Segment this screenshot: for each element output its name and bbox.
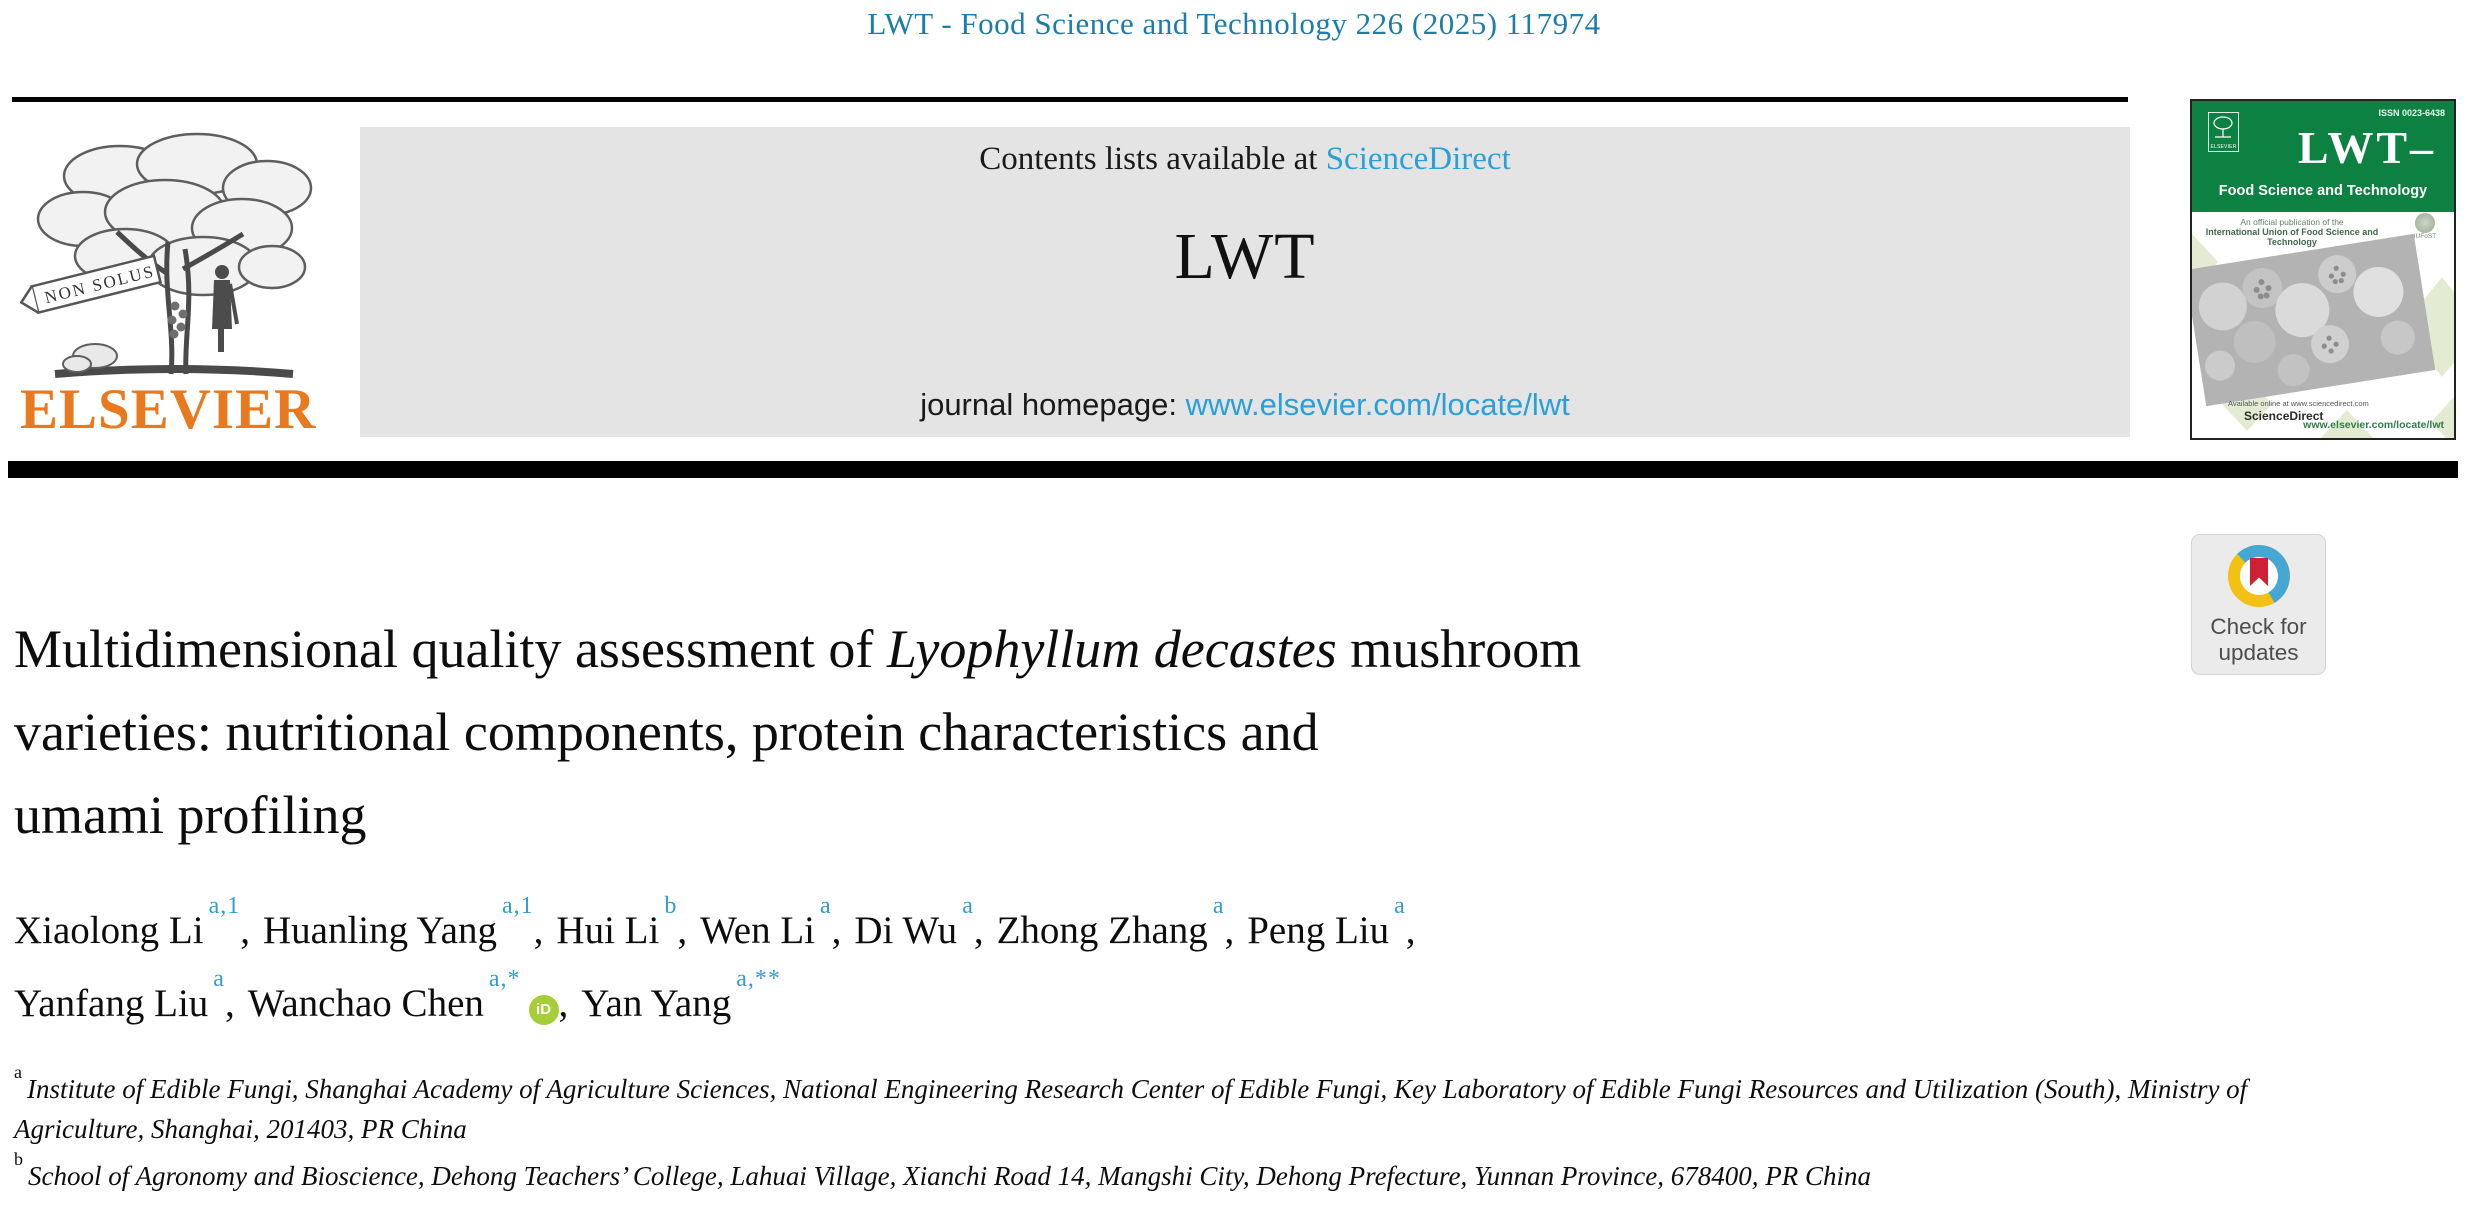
author-name: Xiaolong Li [14,909,204,952]
author-lines: Xiaolong Lia,1, Huanling Yanga,1, Hui Lib,… [14,890,2154,1036]
author-separator: , [831,909,842,952]
iufost-logo: IUFoST [2408,213,2442,240]
author-affiliation-superscript: a,1 [208,893,241,919]
elsevier-wordmark: ELSEVIER [20,378,317,441]
author-affiliation-superscript: b [664,893,678,919]
homepage-line: journal homepage: www.elsevier.com/locat… [360,387,2130,423]
title-line: varieties: nutritional components, prote… [14,702,1319,762]
badge-label: Check for updates [2210,614,2307,665]
cover-sciencedirect-label: ScienceDirect [2244,409,2324,423]
author-name: Peng Liu [1247,909,1390,952]
author-name: Yan Yang [581,982,732,1025]
affiliation-superscript: a [14,1062,22,1082]
author-separator: , [240,909,250,952]
iufost-icon [2415,213,2435,233]
author-name: Wanchao Chen [247,982,484,1025]
author-affiliation-superscript: a [213,966,225,992]
elsevier-logo: NON SOLUS ELSEVIER [19,124,355,442]
author-separator: , [677,909,688,952]
cover-subtitle: Food Science and Technology [2218,183,2428,199]
cover-site-url: www.elsevier.com/locate/lwt [2303,419,2444,431]
author-separator: , [973,909,984,952]
journal-title: LWT [1174,220,1316,293]
crossmark-icon [2227,545,2290,607]
author-name: Yanfang Liu [14,982,209,1025]
cover-issn: ISSN 0023-6438 [2378,108,2445,118]
author-affiliation-superscript: a,* [488,966,521,992]
author-separator: , [224,982,235,1025]
affiliation-text: School of Agronomy and Bioscience, Dehon… [28,1161,1872,1191]
affiliation-text: Institute of Edible Fungi, Shanghai Acad… [14,1074,2248,1144]
author-name: Hui Li [556,909,660,952]
elsevier-tree-icon: NON SOLUS [19,132,313,378]
author-name: Wen Li [700,909,815,952]
species-name: Lyophyllum decastes [886,619,1337,679]
affiliation-item: aInstitute of Edible Fungi, Shanghai Aca… [14,1062,2374,1149]
author-affiliation-superscript: a [962,893,974,919]
orcid-icon[interactable]: iD [528,995,559,1025]
title-line: umami profiling [14,785,367,845]
author-name: Huanling Yang [262,909,497,952]
header-rule [12,97,2128,102]
author-separator: , [558,982,569,1025]
contents-prefix: Contents lists available at [979,141,1326,177]
author-affiliation-superscript: a [819,893,832,919]
article-title: Multidimensional quality assessment of L… [14,608,2154,857]
cover-masthead: ELSEVIER ISSN 0023-6438 LWT– Food Scienc… [2192,101,2454,212]
cover-title: LWT– [2297,122,2436,173]
affiliation-item: bSchool of Agronomy and Bioscience, Deho… [14,1149,2374,1196]
journal-banner: Contents lists available at ScienceDirec… [360,127,2130,437]
contents-line: Contents lists available at ScienceDirec… [360,141,2130,178]
title-line: Multidimensional quality assessment of L… [14,619,1582,679]
journal-cover-thumbnail[interactable]: ELSEVIER ISSN 0023-6438 LWT– Food Scienc… [2190,99,2456,440]
cover-photo [2192,233,2436,407]
cover-available-online: Available online at www.sciencedirect.co… [2228,399,2369,408]
author-separator: , [533,909,544,952]
author-line: Xiaolong Lia,1, Huanling Yanga,1, Hui Lib,… [14,890,2154,963]
author-affiliation-superscript: a,** [736,966,781,992]
section-divider-bar [8,461,2458,478]
cover-elsevier-mini-logo: ELSEVIER [2208,112,2239,152]
author-line: Yanfang Liua, Wanchao Chena,* iD, Yan Yanga… [14,963,2154,1036]
author-name: Di Wu [854,909,958,952]
check-for-updates-badge[interactable]: Check for updates [2191,534,2326,675]
gardener-figure [212,265,239,352]
journal-homepage-link[interactable]: www.elsevier.com/locate/lwt [1185,387,1570,422]
author-separator: , [1224,909,1235,952]
author-separator: , [1405,909,1416,952]
affiliation-superscript: b [14,1149,23,1169]
cover-publication-note: An official publication of the Internati… [2205,217,2379,247]
author-name: Zhong Zhang [996,909,1208,952]
sciencedirect-link[interactable]: ScienceDirect [1325,141,1511,177]
homepage-prefix: journal homepage: [920,387,1186,422]
author-affiliation-superscript: a,1 [502,893,534,919]
author-affiliation-superscript: a [1394,893,1406,919]
affiliations: aInstitute of Edible Fungi, Shanghai Aca… [14,1062,2374,1196]
running-head: LWT - Food Science and Technology 226 (2… [867,6,1601,41]
author-affiliation-superscript: a [1212,893,1225,919]
